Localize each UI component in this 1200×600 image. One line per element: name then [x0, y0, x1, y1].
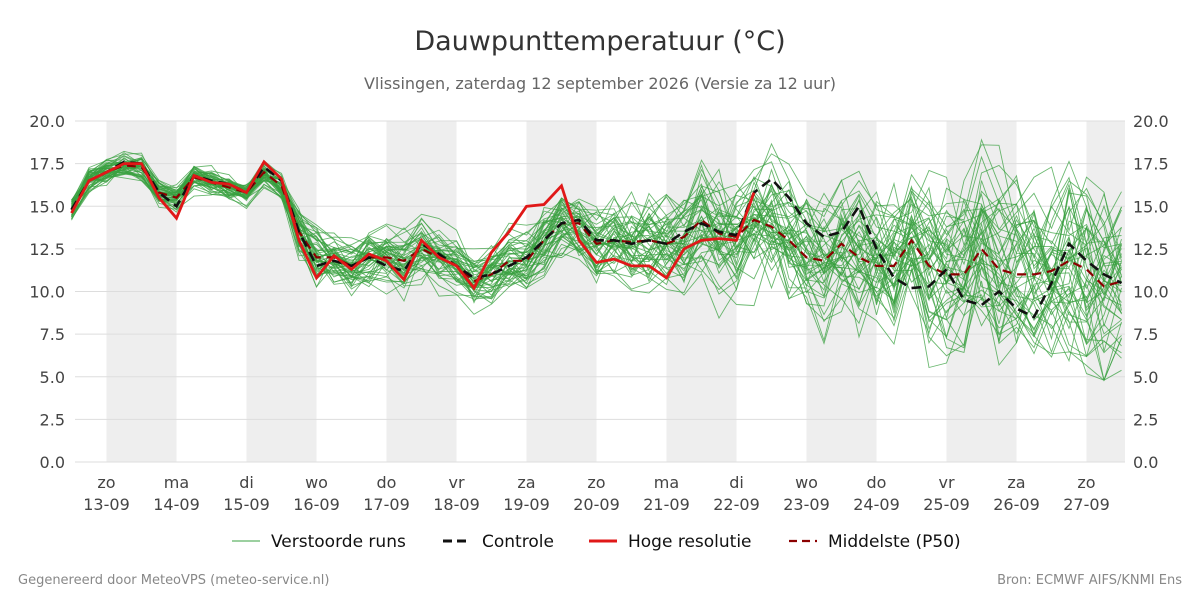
y-axis-left: 0.0 2.5 5.0 7.5 10.0 12.5 15.0 17.5 20.0: [29, 112, 65, 472]
x-tick-day: wo: [795, 473, 818, 492]
footer-left: Gegenereerd door MeteoVPS (meteo-service…: [18, 573, 329, 588]
x-tick-day: zo: [587, 473, 605, 492]
y-tick-label: 2.5: [1133, 410, 1158, 429]
x-tick-day: ma: [164, 473, 189, 492]
legend-label-p50: Middelste (P50): [828, 532, 961, 552]
y-tick-label: 10.0: [29, 283, 65, 302]
series-controle-line: [70, 160, 1123, 319]
y-tick-label: 7.5: [1133, 325, 1158, 344]
x-tick-date: 15-09: [223, 495, 270, 514]
ensemble-run-line: [71, 168, 1122, 338]
x-tick-date: 20-09: [573, 495, 620, 514]
x-tick-day: do: [867, 473, 887, 492]
y-tick-label: 12.5: [29, 240, 65, 259]
x-tick-date: 26-09: [993, 495, 1040, 514]
ensemble-run-line: [71, 161, 1122, 312]
x-tick-day: za: [517, 473, 535, 492]
x-tick-date: 22-09: [713, 495, 760, 514]
footer-right: Bron: ECMWF AIFS/KNMI Ens: [997, 573, 1182, 588]
y-tick-label: 2.5: [40, 410, 65, 429]
main-series: [70, 159, 1123, 319]
ensemble-run-line: [71, 169, 1122, 303]
x-tick-date: 24-09: [853, 495, 900, 514]
x-tick-day: zo: [1077, 473, 1095, 492]
chart-title: Dauwpunttemperatuur (°C): [414, 26, 785, 57]
y-axis-right: 0.0 2.5 5.0 7.5 10.0 12.5 15.0 17.5 20.0: [1133, 112, 1169, 472]
x-axis: zo 13-09 ma 14-09 di 15-09 wo 16-09 do 17-09 vr 18-…: [83, 473, 1110, 514]
y-tick-label: 10.0: [1133, 283, 1169, 302]
y-tick-label: 0.0: [40, 453, 65, 472]
y-tick-label: 7.5: [40, 325, 65, 344]
ensemble-run-line: [71, 157, 1122, 357]
x-tick-date: 13-09: [83, 495, 130, 514]
x-tick-date: 17-09: [363, 495, 410, 514]
x-tick-date: 25-09: [923, 495, 970, 514]
series-p50-line: [70, 164, 1122, 288]
legend-label-ensemble: Verstoorde runs: [271, 532, 406, 552]
legend-label-hres: Hoge resolutie: [628, 532, 752, 552]
x-tick-date: 18-09: [433, 495, 480, 514]
x-tick-date: 14-09: [153, 495, 200, 514]
y-tick-label: 15.0: [29, 197, 65, 216]
x-tick-day: di: [239, 473, 254, 492]
ensemble-run-line: [71, 162, 1122, 338]
x-tick-date: 23-09: [783, 495, 830, 514]
ensemble-run-line: [71, 158, 1122, 323]
x-tick-day: vr: [938, 473, 954, 492]
y-tick-label: 0.0: [1133, 453, 1158, 472]
series-hres-line: [70, 159, 756, 291]
x-tick-date: 27-09: [1063, 495, 1110, 514]
ensemble-run-line: [71, 168, 1122, 322]
x-tick-date: 16-09: [293, 495, 340, 514]
y-tick-label: 17.5: [29, 155, 65, 174]
y-tick-label: 15.0: [1133, 197, 1169, 216]
y-tick-label: 12.5: [1133, 240, 1169, 259]
x-tick-day: do: [377, 473, 397, 492]
y-tick-label: 20.0: [29, 112, 65, 131]
y-tick-label: 17.5: [1133, 155, 1169, 174]
x-tick-day: zo: [97, 473, 115, 492]
y-tick-label: 20.0: [1133, 112, 1169, 131]
legend: Verstoorde runs Controle Hoge resolutie Mid…: [232, 532, 961, 552]
x-tick-day: vr: [448, 473, 464, 492]
x-tick-date: 19-09: [503, 495, 550, 514]
x-tick-day: za: [1007, 473, 1025, 492]
ensemble-run-line: [71, 162, 1122, 291]
y-tick-label: 5.0: [1133, 368, 1158, 387]
x-tick-day: ma: [654, 473, 679, 492]
x-tick-date: 21-09: [643, 495, 690, 514]
ensemble-run-line: [71, 162, 1122, 335]
chart-subtitle: Vlissingen, zaterdag 12 september 2026 (…: [364, 74, 836, 93]
y-tick-label: 5.0: [40, 368, 65, 387]
legend-label-controle: Controle: [482, 532, 554, 552]
x-tick-day: di: [729, 473, 744, 492]
ensemble-run-line: [71, 158, 1122, 321]
x-tick-day: wo: [305, 473, 328, 492]
